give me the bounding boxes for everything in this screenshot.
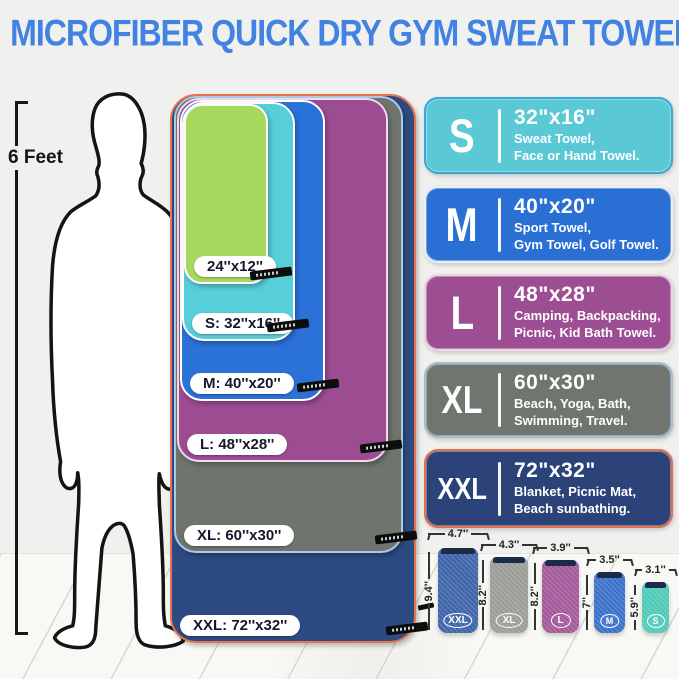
size-row-xxl: XXL 72"x32" Blanket, Picnic Mat, Beach s…: [424, 449, 673, 528]
size-letter: M: [445, 198, 479, 251]
height-label: 6 Feet: [5, 146, 66, 170]
height-measure-line: [15, 101, 30, 635]
size-use-line: Beach sunbathing.: [514, 501, 631, 516]
size-use-line: Picnic, Kid Bath Towel.: [514, 325, 657, 340]
folded-towel-s: S: [642, 582, 669, 633]
width-dim-label-l: 3.9'': [533, 542, 588, 554]
width-dim-label-xxl: 4.7'': [428, 528, 488, 540]
width-dim-label-xl: 4.3'': [481, 539, 537, 551]
size-row-xl: XL 60"x30" Beach, Yoga, Bath, Swimming, …: [424, 362, 673, 438]
towel-size-label-l: L: 48''x28'': [187, 434, 288, 455]
width-dim-label-s: 3.1'': [635, 564, 676, 576]
folded-size-badge: L: [550, 613, 571, 628]
measure-cap-top: [15, 101, 28, 104]
size-use-line: Face or Hand Towel.: [514, 148, 640, 163]
width-dim-label-m: 3.5'': [587, 554, 632, 566]
page-title: MICROFIBER QUICK DRY GYM SWEAT TOWEL: [10, 11, 679, 54]
folded-towel-xxl: XXL: [438, 548, 478, 633]
folded-towel-xl: XL: [490, 557, 528, 633]
height-dim-label-s: 5.9'': [628, 585, 642, 630]
size-row-l: L 48"x28" Camping, Backpacking, Picnic, …: [424, 274, 673, 351]
size-use-line: Beach, Yoga, Bath,: [514, 395, 631, 411]
height-dim-label-xxl: 9.4'': [422, 552, 436, 630]
row-divider: [498, 285, 501, 340]
folded-towel-m: M: [594, 572, 625, 633]
row-divider: [498, 373, 501, 427]
size-use-line: Camping, Backpacking,: [514, 308, 661, 324]
row-divider: [498, 461, 501, 516]
folded-size-badge: XL: [495, 613, 523, 628]
size-use-line: Gym Towel, Golf Towel.: [514, 237, 659, 252]
size-dims: 60"x30": [514, 370, 596, 394]
size-letter: L: [450, 286, 474, 339]
towel-layer-24x12: 24''x12'': [184, 104, 293, 284]
folded-size-badge: M: [599, 614, 620, 628]
row-divider: [498, 108, 501, 163]
size-use-line: Swimming, Travel.: [514, 412, 628, 428]
size-letter: XL: [441, 378, 483, 422]
measure-cap-bottom: [15, 632, 28, 635]
size-dims: 32"x16": [514, 106, 596, 130]
folded-size-badge: XXL: [443, 613, 473, 628]
folded-towel-l: L: [542, 560, 579, 633]
size-use-line: Sweat Towel,: [514, 131, 595, 147]
row-divider: [498, 197, 501, 252]
height-dim-label-xl: 8.2'': [476, 560, 490, 630]
height-dim-label-m: 7'': [580, 575, 594, 631]
size-use-line: Blanket, Picnic Mat,: [514, 484, 637, 500]
size-row-m: M 40"x20" Sport Towel, Gym Towel, Golf T…: [424, 186, 673, 263]
towel-size-label-xxl: XXL: 72''x32'': [180, 615, 301, 636]
size-dims: 72"x32": [514, 459, 596, 483]
size-letter: XXL: [437, 471, 487, 506]
towel-size-label-m: M: 40''x20'': [190, 373, 294, 394]
size-dims: 40"x20": [514, 195, 596, 219]
size-letter: S: [449, 109, 475, 162]
size-dims: 48"x28": [514, 283, 596, 307]
towel-size-label-xl: XL: 60''x30'': [184, 525, 295, 546]
size-use-line: Sport Towel,: [514, 220, 592, 236]
size-row-s: S 32"x16" Sweat Towel, Face or Hand Towe…: [424, 97, 673, 174]
height-dim-label-l: 8.2'': [528, 563, 542, 630]
folded-size-badge: S: [646, 614, 665, 628]
